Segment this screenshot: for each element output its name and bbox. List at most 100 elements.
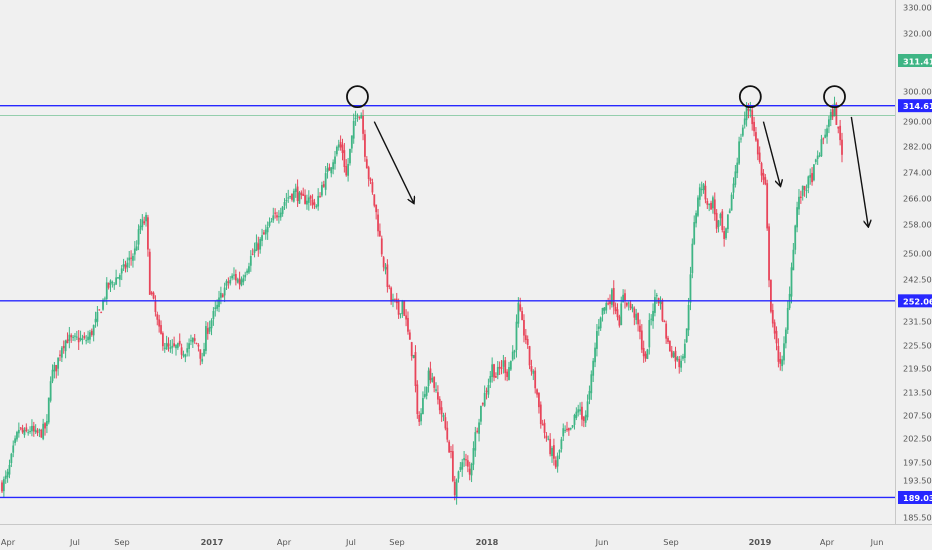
candle	[225, 279, 228, 291]
candle	[191, 337, 194, 349]
candle	[528, 345, 531, 370]
candle	[259, 237, 262, 254]
candle	[712, 195, 714, 214]
candle-body	[40, 430, 43, 438]
candle	[27, 429, 30, 436]
candle-body	[263, 232, 265, 235]
candle	[457, 470, 460, 483]
time-tick-label: Apr	[1, 537, 16, 547]
candle	[494, 372, 497, 378]
candle-body	[212, 310, 215, 320]
candle-body	[339, 142, 342, 148]
candle	[483, 385, 486, 408]
candle	[425, 386, 428, 400]
candle-body	[335, 146, 338, 155]
price-axis[interactable]: 330.00 320.00 311.41 300.00 290.00 282.00 274.…	[898, 3, 932, 523]
candle	[287, 189, 290, 203]
candle-body	[609, 300, 611, 305]
down-arrow-3[interactable]	[850, 116, 868, 226]
candle-body	[818, 155, 821, 157]
candle	[302, 187, 305, 197]
candle	[579, 402, 581, 415]
candle-body	[292, 190, 295, 202]
price-tick-label: 250.00	[903, 249, 932, 259]
candle-body	[680, 360, 683, 368]
candle	[272, 207, 275, 223]
candle	[826, 124, 828, 144]
candle	[47, 397, 50, 425]
candle	[145, 212, 147, 227]
candle	[706, 198, 709, 209]
candle-body	[300, 192, 303, 196]
candle-body	[745, 106, 748, 121]
peak-circle-1[interactable]	[346, 85, 369, 109]
candle-body	[661, 299, 664, 321]
candle	[285, 192, 288, 209]
candle-body	[704, 185, 707, 200]
candle	[199, 349, 202, 366]
candle	[753, 116, 755, 137]
candle-body	[582, 416, 585, 421]
candle-body	[425, 386, 428, 396]
candle-body	[25, 427, 28, 432]
candle	[117, 277, 119, 279]
candle	[408, 329, 411, 340]
candle	[51, 364, 54, 384]
candle	[238, 271, 241, 290]
candle-body	[528, 346, 531, 366]
candle	[685, 328, 688, 343]
candle	[311, 194, 314, 209]
candle	[354, 110, 357, 126]
candle	[111, 280, 114, 288]
candle	[17, 422, 20, 438]
candle-body	[670, 350, 673, 357]
candle-body	[796, 207, 799, 228]
candle	[349, 148, 351, 166]
candle	[135, 240, 138, 251]
candle-body	[238, 278, 241, 285]
candle-body	[321, 185, 323, 196]
candle-body	[770, 279, 772, 312]
candle-body	[502, 360, 505, 367]
peak-circle-3[interactable]	[823, 85, 846, 109]
candle	[422, 391, 424, 415]
candle	[459, 461, 462, 472]
down-arrow-1[interactable]	[373, 121, 413, 203]
candle	[476, 427, 479, 434]
candle-body	[390, 287, 393, 302]
candle-body	[487, 385, 490, 395]
down-arrow-2[interactable]	[762, 121, 780, 186]
candle	[569, 427, 572, 431]
candle-body	[45, 421, 48, 426]
candle-body	[139, 225, 142, 230]
candle-body	[175, 345, 177, 349]
candle	[53, 361, 56, 379]
candle	[502, 354, 505, 374]
candle-body	[756, 139, 759, 155]
candle	[236, 277, 239, 284]
candle-body	[826, 128, 828, 137]
candle-body	[547, 438, 550, 440]
candle-body	[23, 430, 26, 436]
candle-body	[27, 432, 30, 434]
candle	[455, 478, 458, 505]
candle-body	[141, 219, 144, 228]
candle-body	[654, 297, 656, 313]
peak-circle-2[interactable]	[738, 85, 762, 109]
candle	[768, 223, 770, 288]
candle-body	[485, 390, 488, 392]
candle-body	[730, 194, 733, 211]
candle-body	[105, 282, 108, 299]
candle-body	[367, 167, 370, 180]
candle-body	[420, 413, 422, 422]
candle	[369, 177, 372, 185]
time-axis[interactable]: Apr Jul Sep 2017 Apr Jul Sep 2018 Jun Sep 2019 Apr J…	[1, 537, 883, 547]
candle-body	[83, 335, 86, 339]
candle	[451, 444, 454, 483]
candle	[517, 297, 520, 328]
candle	[523, 314, 525, 343]
price-tick-label: 320.00	[903, 29, 932, 39]
candle	[781, 355, 784, 372]
